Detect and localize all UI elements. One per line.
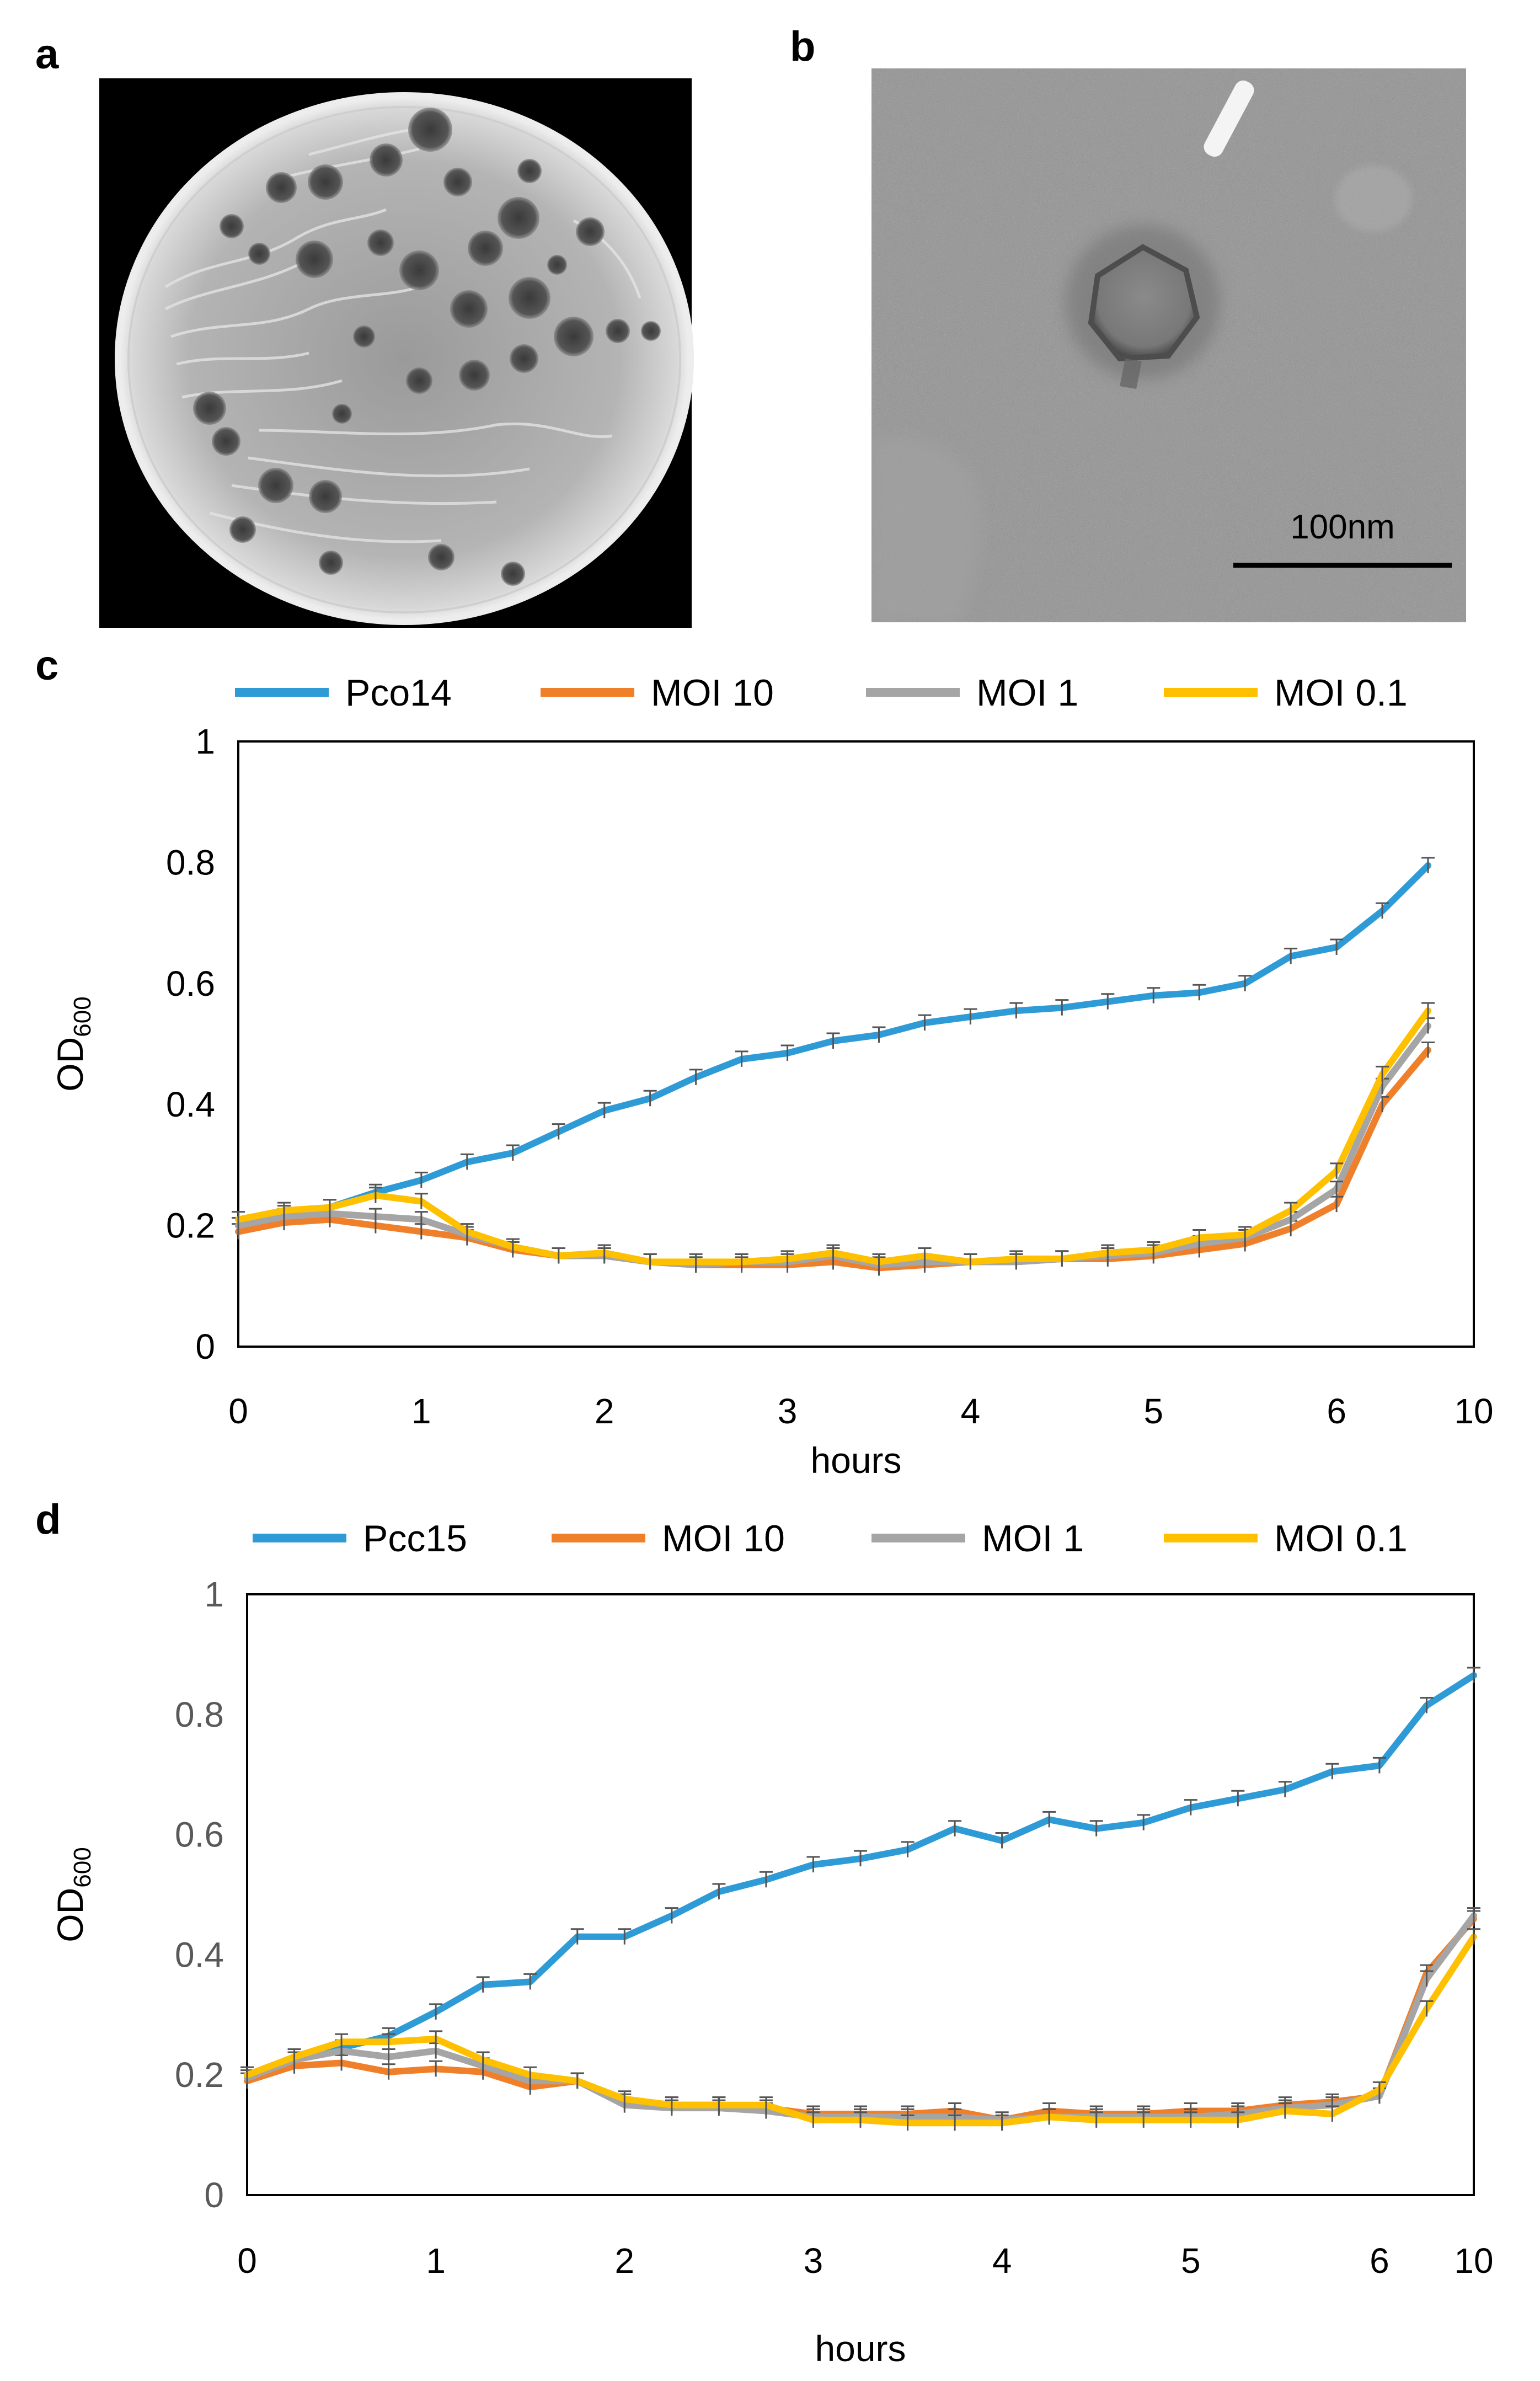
x-tick-label: 1 [426,2241,446,2281]
phage-tail [1120,359,1142,389]
x-tick-label: 10 [1454,1391,1493,1431]
y-tick-label: 0.6 [175,1815,224,1855]
x-axis-label: hours [815,2328,906,2369]
x-tick-label: 1 [411,1391,431,1431]
tem-micrograph [871,68,1466,622]
x-axis-label: hours [810,1440,901,1481]
panel-label-b: b [790,23,815,70]
y-tick-label: 0.4 [175,1935,224,1974]
legend-label: Pco14 [345,672,452,714]
y-axis-label: OD600 [50,1847,96,1942]
legend-label: MOI 10 [662,1518,785,1560]
x-tick-label: 5 [1181,2241,1201,2281]
x-tick-label: 4 [961,1391,981,1431]
legend-label: MOI 1 [982,1518,1084,1560]
y-tick-label: 1 [195,722,215,761]
debris-streak [1204,80,1254,157]
x-tick-label: 2 [615,2241,635,2281]
y-tick-label: 0.4 [166,1085,215,1124]
y-tick-label: 0.2 [175,2055,224,2095]
y-tick-label: 0.2 [166,1206,215,1246]
x-tick-label: 6 [1327,1391,1346,1431]
panel-label-d: d [35,1496,61,1543]
y-tick-label: 0.8 [175,1695,224,1734]
x-tick-label: 0 [237,2241,257,2281]
scale-bar [1233,563,1452,568]
series-line [244,1933,1477,2127]
x-tick-label: 4 [992,2241,1012,2281]
y-axis-label: OD600 [50,996,96,1091]
series-line [244,1672,1477,2079]
y-tick-label: 0.6 [166,964,215,1003]
x-tick-label: 0 [228,1391,248,1431]
streak-lines [164,125,641,543]
plot-frame [237,740,1475,1348]
phage-virion [1088,244,1200,362]
legend-label: MOI 0.1 [1274,672,1408,714]
y-tick-label: 0.8 [166,842,215,882]
x-tick-label: 3 [804,2241,824,2281]
plaques [193,108,661,586]
plot-frame [246,1593,1475,2196]
y-tick-label: 0 [195,1327,215,1366]
y-tick-label: 1 [204,1574,224,1614]
plaque-plate-photo [99,78,694,628]
legend-label: Pcc15 [363,1518,467,1560]
x-tick-label: 6 [1370,2241,1389,2281]
legend-label: MOI 0.1 [1274,1518,1408,1560]
legend-label: MOI 10 [651,672,774,714]
x-tick-label: 3 [778,1391,798,1431]
legend-label: MOI 1 [976,672,1078,714]
x-tick-label: 5 [1143,1391,1163,1431]
panel-label-c: c [35,642,58,689]
series-line [244,1915,1477,2123]
y-tick-label: 0 [204,2175,224,2215]
x-tick-label: 2 [595,1391,614,1431]
x-tick-label: 10 [1454,2241,1493,2281]
panel-label-a: a [35,31,59,78]
scale-bar-label: 100nm [1290,508,1395,546]
